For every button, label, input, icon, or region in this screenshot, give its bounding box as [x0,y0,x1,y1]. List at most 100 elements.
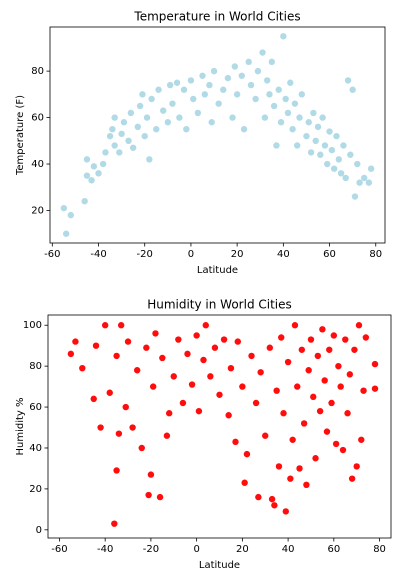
axes-frame [47,314,392,539]
point [340,142,347,149]
point [289,125,296,133]
point [170,373,177,380]
point [319,326,326,333]
x-tick-label: 20 [231,249,244,260]
point [233,91,241,98]
point [143,114,151,121]
point [141,132,148,140]
point [287,79,294,86]
point [298,346,306,353]
point [266,344,274,351]
y-tick-label: 60 [31,113,44,124]
point [95,170,102,177]
point [255,493,262,501]
x-tick-label: 60 [327,544,340,555]
point [102,149,109,156]
point [307,336,315,343]
point [101,322,109,329]
point [289,436,296,443]
point [163,432,171,439]
point [160,107,167,114]
point [344,410,351,417]
point [113,467,120,474]
point [312,455,319,462]
x-tick-label: -20 [143,544,159,555]
point [147,471,155,478]
point [111,142,118,149]
point [333,132,340,140]
x-tick-label: -60 [44,249,60,260]
point [312,137,319,145]
chart-title: Temperature in World Cities [133,10,300,24]
point [200,356,207,364]
x-tick-label: -60 [51,544,67,555]
point [261,114,269,121]
point [118,130,125,138]
point [349,86,356,93]
point [115,430,123,437]
point [129,424,136,431]
point [259,49,266,56]
point [62,230,70,237]
point [303,132,310,140]
point [139,91,146,98]
point [291,100,299,107]
point [227,364,235,372]
point [120,119,128,126]
point [245,58,252,66]
point [90,163,98,170]
point [365,179,373,186]
y-tick-label: 40 [31,159,44,170]
point [282,95,289,103]
point [109,125,116,133]
point [148,95,155,103]
point [337,383,344,390]
point [330,332,338,339]
point [361,174,368,182]
point [224,74,232,82]
x-tick-label: 80 [373,544,386,555]
y-tick-label: 80 [29,361,42,372]
x-tick-label: -20 [137,249,153,260]
point [262,432,269,439]
point [164,119,172,126]
point [111,114,118,121]
point [117,322,125,329]
point [247,81,255,89]
point [220,86,227,93]
point [183,125,190,133]
point [305,119,312,126]
point [321,142,329,149]
point [231,63,239,70]
point [176,114,183,121]
y-tick-label: 0 [36,525,42,536]
point [335,362,342,370]
point [238,72,245,79]
point [280,33,287,40]
x-tick-label: -40 [90,249,106,260]
point [284,109,292,117]
point [156,493,164,501]
point [133,367,141,374]
point [314,352,322,360]
point [294,383,301,390]
x-tick-label: 80 [369,249,382,260]
point [282,508,290,515]
y-tick-label: 60 [29,402,42,413]
y-tick-label: 20 [31,205,44,216]
point [97,424,104,431]
point [257,369,264,376]
point [351,193,359,200]
point [367,165,375,172]
point [328,399,335,407]
point [241,479,248,486]
x-tick-label: 0 [188,249,194,260]
point [310,393,317,401]
point [268,58,275,66]
point [153,125,160,133]
x-tick-label: -40 [97,544,113,555]
point [298,91,306,98]
point [243,450,251,458]
point [83,172,91,179]
y-axis-label: Temperature (F) [15,95,26,176]
